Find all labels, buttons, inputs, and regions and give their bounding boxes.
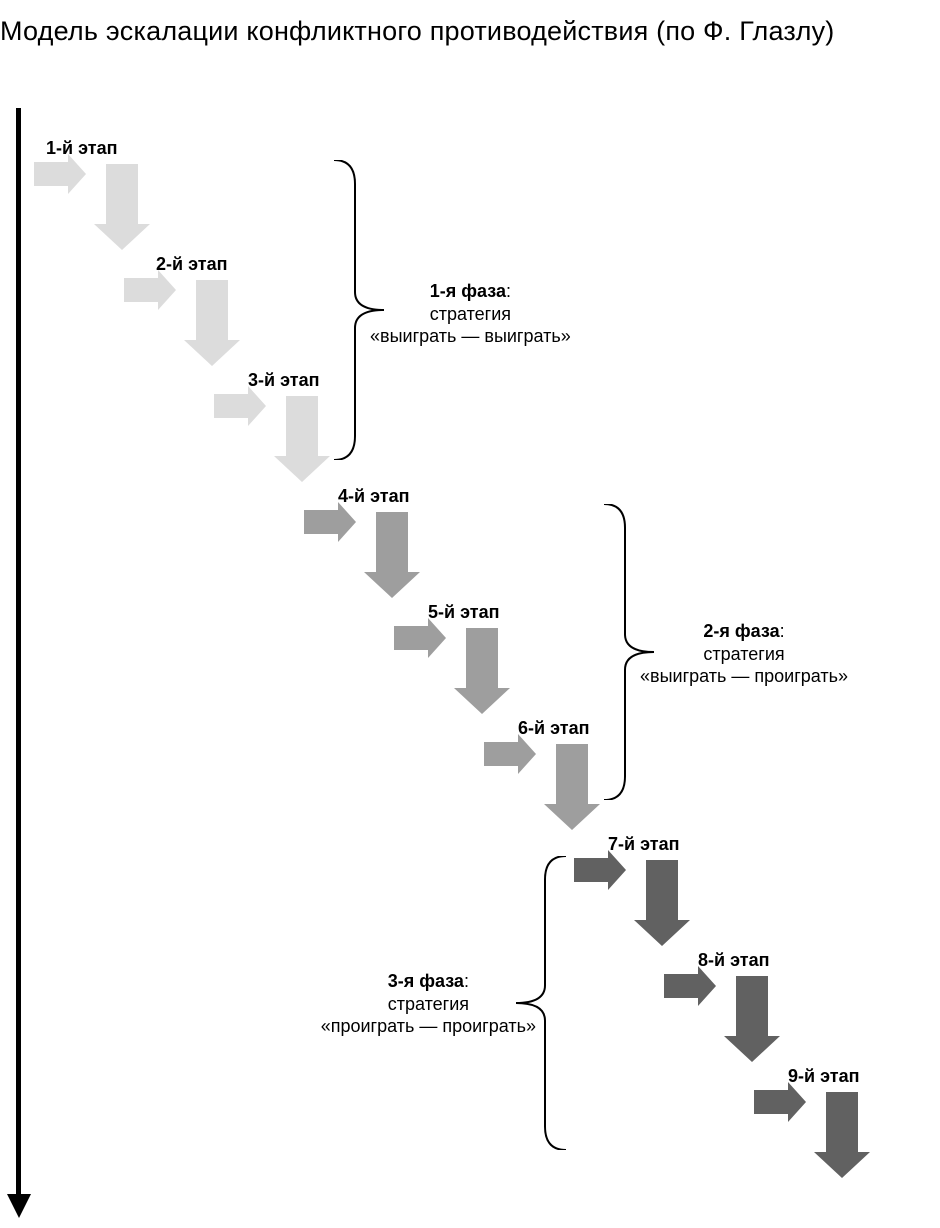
stage-right-arrow-icon [664,966,716,1006]
stage-right-arrow-icon [304,502,356,542]
stage-down-arrow-icon [724,976,780,1062]
phase-subtitle: стратегия [321,993,536,1016]
stage-right-arrow-icon [574,850,626,890]
stage-down-arrow-icon [544,744,600,830]
stage-down-arrow-icon [184,280,240,366]
phase-strategy: «выиграть — выиграть» [370,325,571,348]
stage-right-arrow-icon [754,1082,806,1122]
phase-strategy: «выиграть — проиграть» [640,665,848,688]
vertical-axis-arrowhead-icon [7,1194,31,1218]
stage-right-arrow-icon [394,618,446,658]
phase-subtitle: стратегия [370,303,571,326]
stage-label: 7-й этап [608,834,679,855]
phase-title: 2-я фаза [703,621,779,641]
phase-title: 3-я фаза [388,971,464,991]
stage-down-arrow-icon [454,628,510,714]
stage-label: 2-й этап [156,254,227,275]
stage-down-arrow-icon [814,1092,870,1178]
phase-label: 3-я фаза:стратегия«проиграть — проиграть… [321,970,536,1038]
stage-label: 8-й этап [698,950,769,971]
stage-label: 1-й этап [46,138,117,159]
stage-down-arrow-icon [94,164,150,250]
vertical-axis [16,108,21,1196]
stage-label: 5-й этап [428,602,499,623]
stage-down-arrow-icon [634,860,690,946]
phase-subtitle: стратегия [640,643,848,666]
phase-strategy: «проиграть — проиграть» [321,1015,536,1038]
stage-label: 9-й этап [788,1066,859,1087]
stage-right-arrow-icon [124,270,176,310]
stage-label: 4-й этап [338,486,409,507]
stage-down-arrow-icon [364,512,420,598]
stage-right-arrow-icon [214,386,266,426]
stage-label: 3-й этап [248,370,319,391]
phase-label: 1-я фаза:стратегия«выиграть — выиграть» [370,280,571,348]
stage-right-arrow-icon [34,154,86,194]
phase-label: 2-я фаза:стратегия«выиграть — проиграть» [640,620,848,688]
page-title: Модель эскалации конфликтного противодей… [0,16,835,47]
stage-down-arrow-icon [274,396,330,482]
phase-title: 1-я фаза [430,281,506,301]
stage-label: 6-й этап [518,718,589,739]
stage-right-arrow-icon [484,734,536,774]
